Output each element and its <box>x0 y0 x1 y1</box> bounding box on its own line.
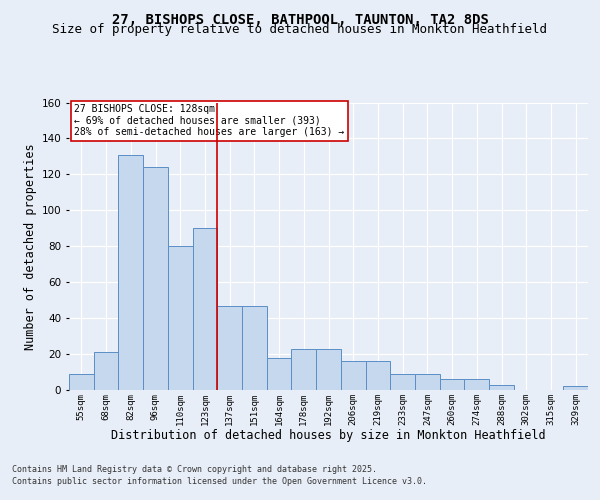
Text: Contains public sector information licensed under the Open Government Licence v3: Contains public sector information licen… <box>12 476 427 486</box>
Bar <box>168 246 193 390</box>
Bar <box>69 374 94 390</box>
Bar <box>242 306 267 390</box>
Bar <box>464 379 489 390</box>
Bar <box>316 348 341 390</box>
Text: 27, BISHOPS CLOSE, BATHPOOL, TAUNTON, TA2 8DS: 27, BISHOPS CLOSE, BATHPOOL, TAUNTON, TA… <box>112 12 488 26</box>
Bar <box>341 361 365 390</box>
Text: Contains HM Land Registry data © Crown copyright and database right 2025.: Contains HM Land Registry data © Crown c… <box>12 466 377 474</box>
X-axis label: Distribution of detached houses by size in Monkton Heathfield: Distribution of detached houses by size … <box>111 429 546 442</box>
Bar <box>193 228 217 390</box>
Bar <box>267 358 292 390</box>
Bar <box>563 386 588 390</box>
Y-axis label: Number of detached properties: Number of detached properties <box>25 143 37 350</box>
Bar <box>143 167 168 390</box>
Bar <box>390 374 415 390</box>
Text: Size of property relative to detached houses in Monkton Heathfield: Size of property relative to detached ho… <box>53 24 548 36</box>
Text: 27 BISHOPS CLOSE: 128sqm
← 69% of detached houses are smaller (393)
28% of semi-: 27 BISHOPS CLOSE: 128sqm ← 69% of detach… <box>74 104 344 137</box>
Bar <box>94 352 118 390</box>
Bar <box>118 154 143 390</box>
Bar <box>489 384 514 390</box>
Bar <box>292 348 316 390</box>
Bar <box>365 361 390 390</box>
Bar <box>440 379 464 390</box>
Bar <box>415 374 440 390</box>
Bar <box>217 306 242 390</box>
